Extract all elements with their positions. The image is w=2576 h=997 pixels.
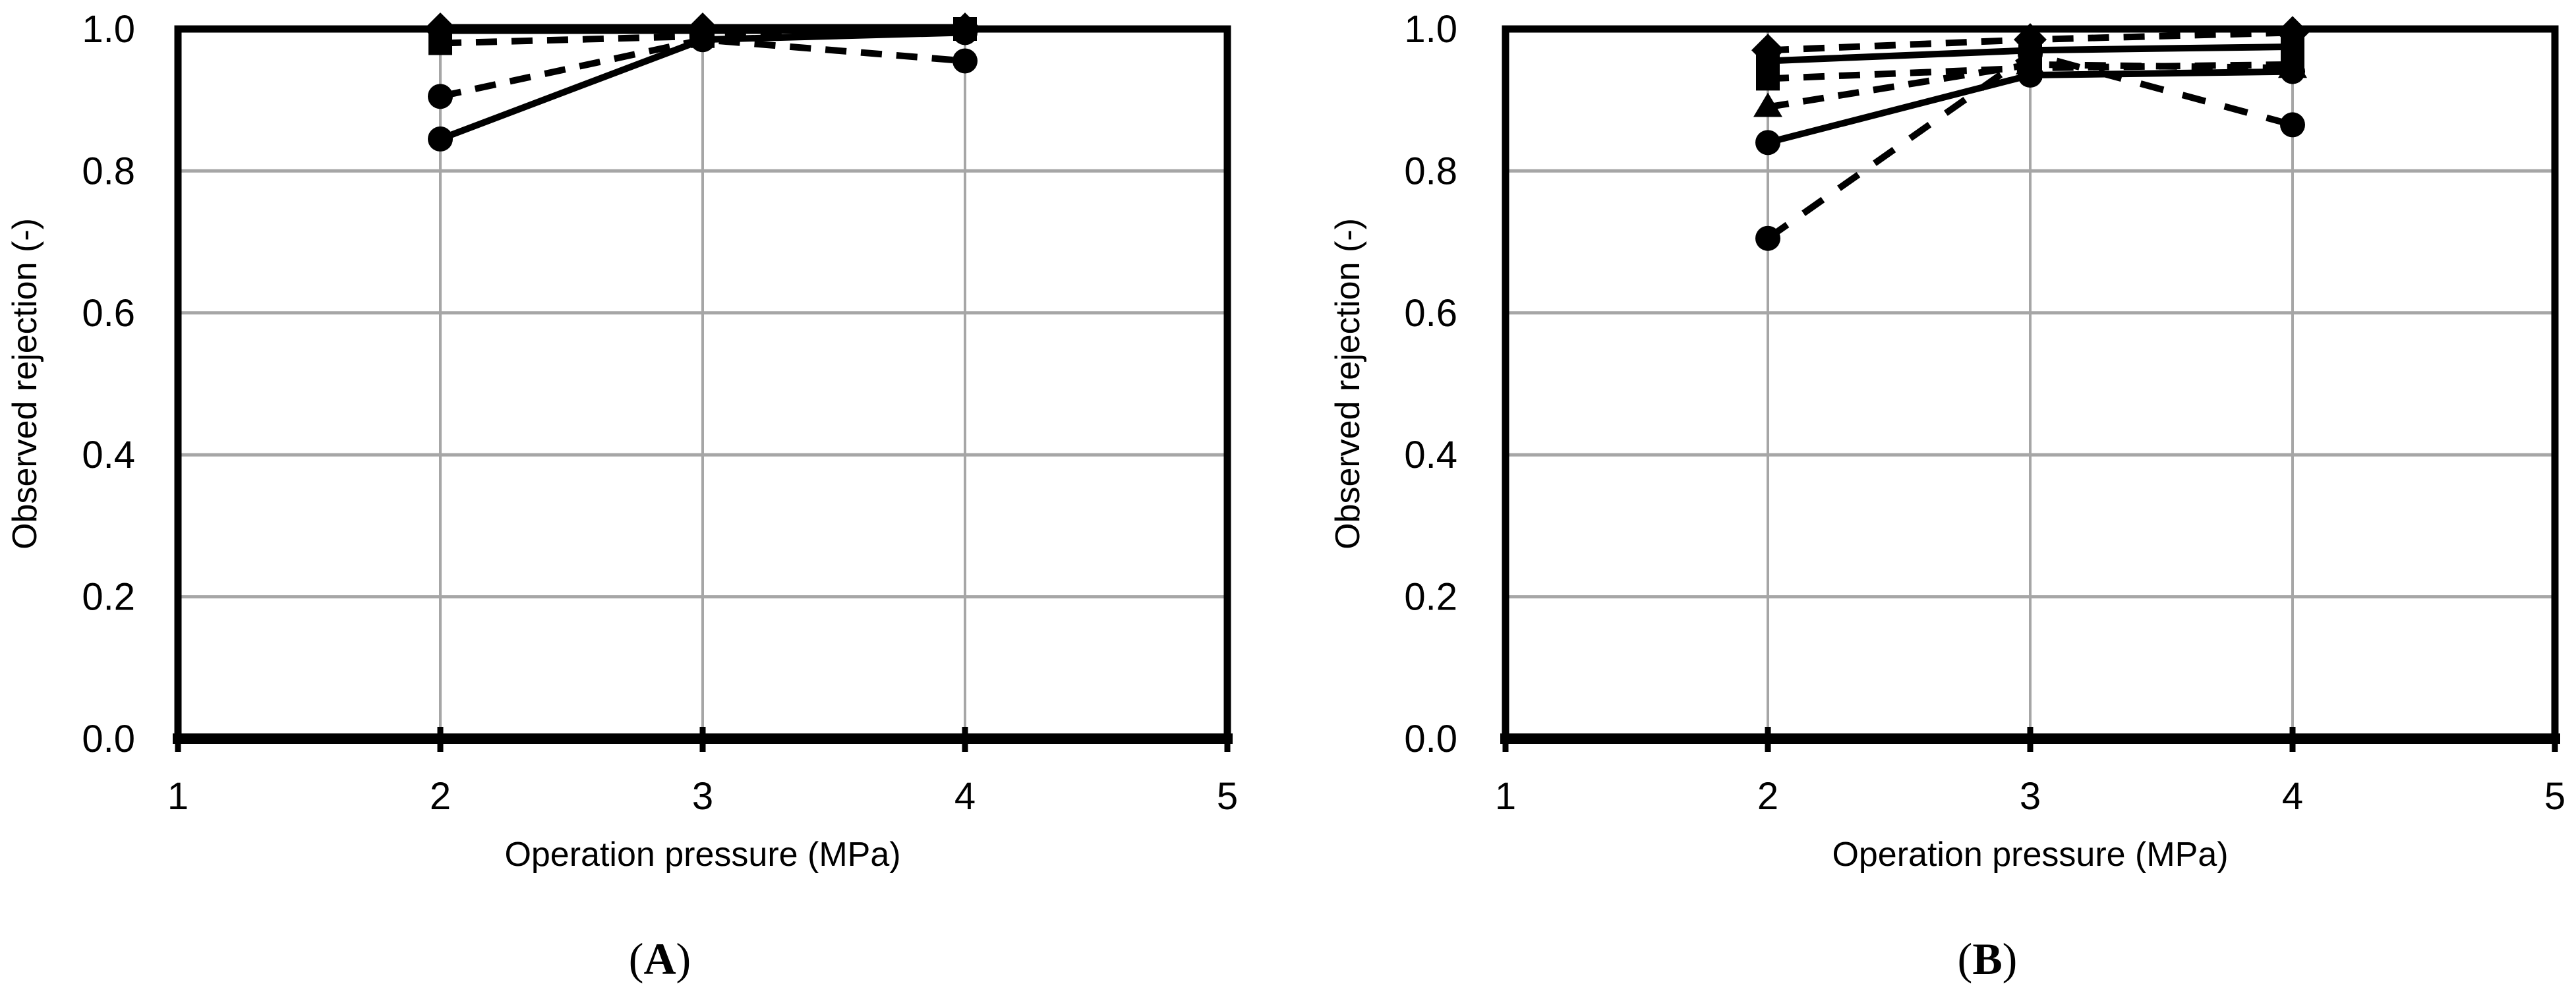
panel-a-chart: 0.0 0.2 0.4 0.6 0.8 1.0 1 2 3 4 5 Operation pressur… (6, 8, 1238, 984)
y-tick-label: 0.4 (82, 434, 135, 476)
y-tick-label: 0.0 (1404, 718, 1457, 760)
x-tick-label: 2 (430, 775, 451, 818)
y-tick-label: 0.8 (82, 150, 135, 192)
panel-caption: (B) (1958, 934, 2018, 984)
y-axis-title: Observed rejection (-) (6, 218, 44, 550)
circle-marker-circle-dashed (952, 48, 978, 74)
circle-marker-circle-solid (690, 27, 715, 53)
x-tick-label: 4 (2282, 775, 2303, 818)
y-tick-label: 1.0 (1404, 8, 1457, 51)
x-tick-label: 1 (167, 775, 189, 818)
y-axis-title: Observed rejection (-) (1329, 218, 1367, 550)
x-tick-label: 3 (692, 775, 713, 818)
square-marker-square-dashed (1756, 67, 1780, 91)
x-axis-title: Operation pressure (MPa) (504, 836, 900, 874)
diamond-marker-diamond-dashed (2276, 16, 2309, 49)
y-tick-label: 1.0 (82, 8, 135, 51)
x-tick-label: 5 (1217, 775, 1238, 818)
y-tick-label: 0.4 (1404, 434, 1457, 476)
y-tick-label: 0.6 (1404, 292, 1457, 335)
y-tick-label: 0.2 (82, 576, 135, 619)
y-tick-label: 0.2 (1404, 576, 1457, 619)
x-tick-label: 5 (2544, 775, 2565, 818)
x-tick-label: 2 (1757, 775, 1778, 818)
triangle-marker-triangle-dashed (1753, 92, 1782, 117)
x-axis-title: Operation pressure (MPa) (1832, 836, 2228, 874)
y-tick-label: 0.6 (82, 292, 135, 335)
circle-marker-circle-dashed-steep (2280, 112, 2305, 138)
panel-a: 0.0 0.2 0.4 0.6 0.8 1.0 1 2 3 4 5 Operation pressur… (6, 8, 1238, 984)
circle-marker-circle-dashed (428, 84, 453, 109)
circle-marker-circle-solid (952, 20, 978, 45)
x-tick-label: 3 (2020, 775, 2041, 818)
circle-marker-circle-solid (2018, 63, 2043, 88)
circle-marker-circle-solid (2280, 59, 2305, 84)
y-tick-label: 0.0 (82, 718, 135, 760)
square-marker-square-dashed (428, 31, 452, 55)
circle-marker-circle-solid (1755, 130, 1780, 156)
y-tick-label: 0.8 (1404, 150, 1457, 192)
circle-marker-circle-solid (428, 126, 453, 152)
circle-marker-circle-dashed-steep (1755, 225, 1780, 251)
panel-b: 0.0 0.2 0.4 0.6 0.8 1.0 1 2 3 4 5 Operation pressur… (1288, 0, 2576, 997)
panel-b-chart: 0.0 0.2 0.4 0.6 0.8 1.0 1 2 3 4 5 Operation pressur… (1329, 8, 2565, 984)
panel-caption: (A) (629, 934, 691, 984)
x-tick-label: 4 (954, 775, 976, 818)
circle-marker-circle-dashed-steep (2018, 41, 2043, 67)
x-tick-label: 1 (1495, 775, 1516, 818)
